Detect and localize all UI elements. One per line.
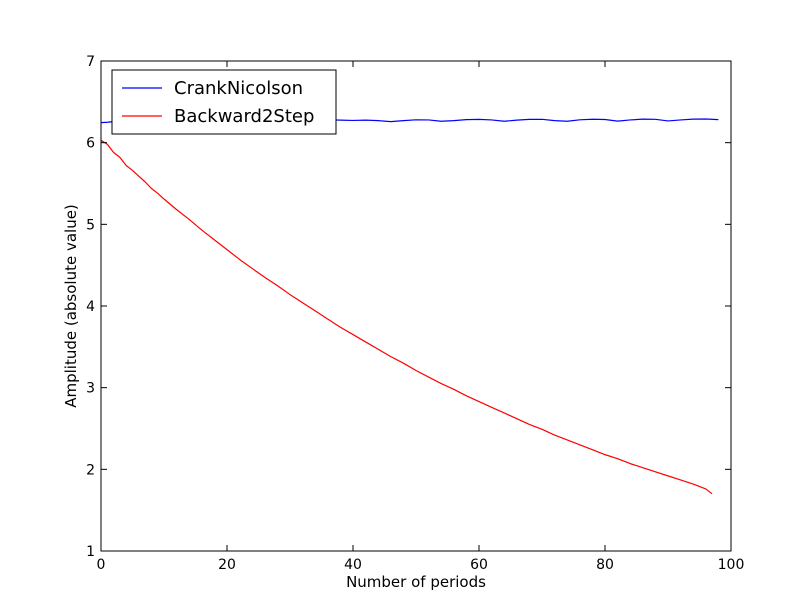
legend-box [111,69,337,135]
y-tick-label: 3 [86,381,95,397]
legend: CrankNicolson Backward2Step [111,69,337,135]
x-tick-label: 100 [718,557,745,573]
y-tick-label: 7 [86,54,95,70]
x-tick-label: 80 [596,557,614,573]
y-axis-label: Amplitude (absolute value) [62,204,80,408]
y-tick-label: 5 [86,217,95,233]
y-tick-label: 1 [86,544,95,560]
legend-label-backward2step: Backward2Step [174,106,314,127]
y-tick-label: 6 [86,136,95,152]
y-tick-label: 2 [86,462,95,478]
legend-label-cranknicolson: CrankNicolson [174,78,303,99]
x-tick-label: 40 [344,557,362,573]
x-tick-label: 0 [97,557,106,573]
y-tick-label: 4 [86,299,95,315]
ticks-layer: 0 20 40 60 80 100 1 2 3 4 5 6 7 [86,54,744,573]
x-tick-label: 60 [470,557,488,573]
series-line-backward2step [100,139,713,495]
x-axis-label: Number of periods [346,573,486,591]
x-tick-label: 20 [218,557,236,573]
